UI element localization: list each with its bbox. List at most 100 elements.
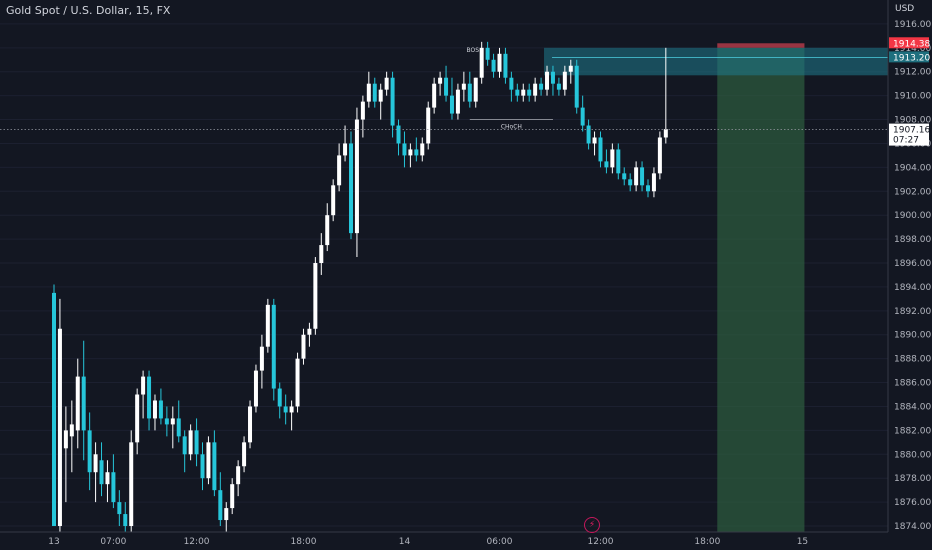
candle [52, 284, 56, 527]
candle [188, 424, 193, 461]
candle [331, 179, 336, 222]
candle [491, 53, 496, 78]
candle [408, 143, 413, 168]
candle [230, 478, 235, 515]
y-tick-label: 1902.00 [894, 187, 931, 197]
y-tick-label: 1886.00 [894, 379, 931, 389]
stop-price-tag [889, 37, 929, 49]
y-tick-label: 1874.00 [894, 522, 931, 532]
candle [212, 430, 217, 497]
candle [515, 83, 520, 102]
candle [479, 41, 484, 84]
candle [57, 298, 62, 532]
candle [164, 406, 169, 437]
lightning-icon[interactable]: ⚡ [584, 517, 600, 533]
candle [396, 119, 401, 156]
candle [152, 394, 157, 431]
structure-label: BOS [466, 47, 479, 54]
candle [438, 71, 443, 96]
target-zone [717, 47, 805, 533]
candle [414, 137, 419, 162]
candle [135, 388, 140, 455]
candle [604, 149, 609, 174]
candle [384, 71, 389, 96]
candle [461, 71, 466, 102]
candle [224, 502, 229, 532]
candle [592, 131, 597, 156]
candle [586, 119, 591, 150]
candle [182, 430, 187, 473]
candle [432, 77, 437, 114]
supply-zone [544, 47, 888, 76]
y-tick-label: 1912.00 [894, 68, 931, 78]
zones [544, 43, 888, 533]
candle [366, 71, 371, 108]
candle [378, 83, 383, 120]
candle [200, 442, 205, 491]
candle [444, 65, 449, 102]
candle [556, 77, 561, 96]
x-tick-label: 18:00 [291, 537, 317, 547]
candle [313, 257, 318, 335]
candle [111, 454, 116, 509]
candle [75, 358, 80, 449]
candle [242, 436, 247, 473]
candle [194, 418, 199, 467]
candle [343, 125, 348, 162]
x-tick-label: 12:00 [588, 537, 614, 547]
candle [657, 131, 662, 180]
candle [651, 167, 656, 198]
time-axis: 13 07:00 12:00 18:00 14 06:00 12:00 18:00 15 [48, 537, 808, 547]
candle [616, 143, 621, 180]
candles [52, 41, 668, 532]
annotations: BOS CHoCH [466, 47, 553, 131]
candle [218, 472, 223, 527]
x-tick-label: 15 [797, 537, 808, 547]
candle [360, 95, 365, 138]
zone-price-tag [889, 51, 929, 63]
y-tick-label: 1892.00 [894, 307, 931, 317]
currency-label[interactable]: USD [895, 4, 915, 14]
candle [455, 83, 460, 120]
candle [622, 167, 627, 186]
zone-price-label: 1913.20 [893, 53, 930, 63]
symbol-title: Gold Spot / U.S. Dollar, 15, FX [6, 4, 171, 17]
x-tick-label: 18:00 [694, 537, 720, 547]
candle [372, 77, 377, 108]
candle [63, 406, 68, 503]
candle [277, 382, 282, 419]
candle [610, 143, 615, 174]
candle [628, 173, 633, 192]
candle [598, 131, 603, 168]
candle [123, 502, 128, 532]
candle [634, 161, 639, 192]
candle [390, 71, 395, 138]
y-tick-label: 1882.00 [894, 426, 931, 436]
candle [550, 65, 555, 96]
candle [265, 298, 270, 353]
candle [283, 394, 288, 425]
y-tick-label: 1898.00 [894, 235, 931, 245]
candle [485, 41, 490, 66]
candle [521, 83, 526, 102]
countdown-label: 07:27 [893, 136, 919, 146]
candle [580, 95, 585, 132]
candle [527, 83, 532, 102]
candle [325, 203, 330, 252]
y-tick-label: 1894.00 [894, 283, 931, 293]
stop-price-label: 1914.38 [893, 39, 930, 49]
candle [562, 65, 567, 96]
candle [69, 400, 74, 473]
candle [301, 328, 306, 365]
candle [87, 412, 92, 491]
y-tick-label: 1890.00 [894, 331, 931, 341]
candle [574, 59, 579, 114]
y-tick-label: 1880.00 [894, 450, 931, 460]
candle [646, 179, 650, 198]
candle [259, 334, 264, 389]
y-tick-label: 1876.00 [894, 498, 931, 508]
structure-label: CHoCH [501, 124, 522, 131]
y-tick-label: 1914.00 [894, 44, 931, 54]
y-tick-label: 1908.00 [894, 116, 931, 126]
